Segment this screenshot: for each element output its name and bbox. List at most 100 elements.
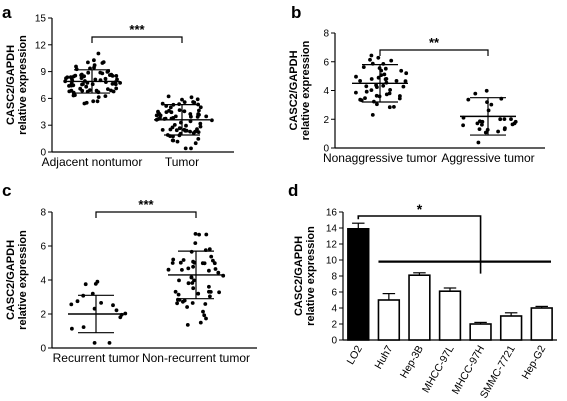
data-point — [368, 57, 372, 62]
data-point — [204, 316, 208, 321]
data-point — [384, 92, 389, 97]
data-point — [189, 146, 193, 151]
data-point — [189, 114, 193, 119]
data-point — [70, 326, 74, 331]
data-point — [204, 232, 209, 237]
data-point — [195, 97, 200, 102]
data-point — [180, 97, 184, 102]
data-point — [475, 121, 480, 126]
data-point — [207, 284, 211, 289]
data-point — [403, 79, 408, 84]
data-point — [212, 261, 217, 266]
data-point — [168, 105, 173, 110]
y-tick-label: 6 — [331, 288, 337, 299]
data-point — [84, 84, 89, 89]
data-point — [69, 302, 74, 307]
data-point — [191, 286, 196, 291]
data-point — [477, 127, 482, 131]
significance-bracket — [379, 49, 489, 56]
significance-bracket — [91, 36, 183, 43]
y-axis-label-line: CASC2/GAPDH — [5, 240, 17, 320]
data-point — [198, 320, 203, 325]
data-point — [196, 291, 201, 296]
y-tick-label: 2 — [331, 320, 337, 331]
panel-letter-c: c — [2, 181, 11, 200]
x-category-label: Recurrent tumor — [53, 351, 140, 365]
y-axis-label: CASC2/GAPDHrelative expression — [288, 40, 312, 140]
y-tick-label: 8 — [323, 29, 329, 40]
data-point — [401, 84, 406, 89]
data-point — [483, 130, 488, 135]
data-point — [123, 311, 128, 316]
data-point — [107, 341, 112, 345]
data-point — [182, 127, 187, 132]
y-tick-label: 0 — [40, 148, 46, 159]
data-point — [364, 89, 369, 94]
data-point — [96, 95, 101, 99]
data-point — [200, 261, 205, 266]
data-point — [208, 294, 212, 299]
data-point — [86, 70, 91, 75]
data-point — [92, 63, 97, 68]
data-point — [192, 100, 197, 105]
data-point — [65, 75, 70, 80]
data-point — [96, 51, 101, 56]
data-point — [509, 117, 513, 121]
data-point — [182, 100, 187, 104]
y-tick-label: 15 — [35, 14, 47, 25]
data-point — [369, 53, 374, 58]
data-point — [110, 74, 115, 78]
data-point — [90, 291, 95, 296]
data-point — [381, 83, 386, 88]
x-category-label: Huh7 — [373, 343, 396, 371]
data-point — [93, 77, 98, 82]
data-point — [69, 83, 74, 88]
data-point — [404, 71, 409, 76]
data-point — [369, 88, 374, 92]
data-point — [174, 128, 179, 133]
data-point — [80, 88, 85, 93]
data-point — [211, 258, 215, 263]
data-point — [196, 137, 201, 141]
data-point — [111, 89, 116, 94]
data-point — [191, 131, 196, 135]
data-point — [88, 88, 92, 92]
y-tick-label: 12 — [35, 40, 47, 51]
data-point — [114, 86, 119, 91]
data-point — [106, 87, 110, 91]
data-point — [198, 124, 203, 129]
x-category-label: Hep-G2 — [520, 343, 549, 381]
data-point — [105, 70, 110, 74]
data-point — [359, 98, 364, 103]
data-point — [99, 301, 103, 305]
x-category-label: Adjacent nontumor — [42, 155, 143, 169]
data-point — [191, 264, 196, 269]
y-tick-label: 8 — [40, 208, 46, 219]
data-point — [71, 93, 76, 98]
bar — [438, 290, 462, 341]
data-point — [201, 309, 205, 314]
data-point — [114, 74, 119, 78]
data-point — [370, 113, 375, 117]
data-point — [183, 146, 188, 151]
data-point — [193, 141, 198, 146]
data-point — [69, 88, 74, 93]
data-point — [160, 127, 165, 132]
data-point — [361, 65, 366, 69]
data-point — [175, 301, 180, 306]
data-point — [389, 58, 394, 63]
x-category-label: Hep-3B — [398, 344, 426, 381]
data-point — [209, 254, 214, 259]
data-point — [103, 76, 108, 81]
data-point — [177, 108, 182, 112]
data-point — [195, 115, 200, 119]
data-point — [182, 109, 187, 114]
data-point — [197, 108, 201, 113]
data-point — [197, 232, 202, 237]
data-point — [90, 82, 95, 87]
data-point — [95, 279, 100, 284]
data-point — [388, 88, 392, 92]
data-point — [354, 74, 358, 79]
data-point — [186, 281, 191, 286]
y-tick-label: 4 — [323, 86, 329, 97]
